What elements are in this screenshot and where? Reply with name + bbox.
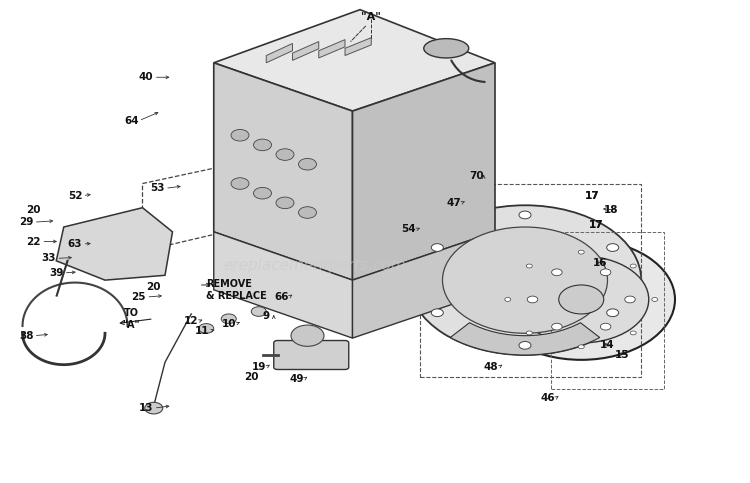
Polygon shape: [352, 232, 495, 338]
Circle shape: [145, 402, 163, 414]
Bar: [420, 184, 641, 377]
Circle shape: [221, 314, 236, 324]
Text: 64: 64: [124, 116, 139, 126]
Text: 39: 39: [49, 268, 64, 278]
Circle shape: [431, 243, 443, 252]
Circle shape: [625, 296, 635, 303]
Text: 40: 40: [139, 72, 154, 82]
Text: 10: 10: [221, 319, 236, 328]
Circle shape: [276, 149, 294, 160]
Text: 19: 19: [251, 362, 266, 372]
Text: 11: 11: [195, 326, 210, 336]
Polygon shape: [319, 40, 345, 58]
Circle shape: [578, 345, 584, 349]
Text: ereplacementparts.com: ereplacementparts.com: [224, 258, 406, 273]
Text: 22: 22: [26, 237, 41, 246]
Text: 33: 33: [41, 254, 56, 263]
Wedge shape: [450, 323, 600, 355]
Text: TO
"A": TO "A": [122, 308, 140, 329]
Text: 63: 63: [68, 239, 82, 249]
Text: 38: 38: [19, 331, 34, 341]
Circle shape: [514, 256, 649, 343]
Circle shape: [231, 129, 249, 141]
Text: 52: 52: [68, 191, 82, 200]
Text: 46: 46: [540, 394, 555, 403]
Text: 47: 47: [446, 198, 461, 208]
Text: 20: 20: [244, 372, 259, 382]
Circle shape: [505, 298, 511, 301]
Circle shape: [298, 158, 316, 170]
Text: 54: 54: [401, 225, 416, 234]
Text: 18: 18: [604, 205, 619, 215]
Text: 25: 25: [131, 292, 146, 302]
Text: 17: 17: [589, 220, 604, 229]
Text: 17: 17: [589, 220, 604, 229]
Text: 13: 13: [139, 403, 154, 413]
Ellipse shape: [424, 39, 469, 58]
Circle shape: [254, 139, 272, 151]
Circle shape: [630, 331, 636, 335]
Polygon shape: [266, 43, 292, 63]
Polygon shape: [56, 208, 172, 280]
Circle shape: [276, 197, 294, 209]
Circle shape: [551, 323, 562, 330]
Circle shape: [254, 187, 272, 199]
Circle shape: [526, 264, 532, 268]
Text: 49: 49: [289, 374, 304, 384]
Circle shape: [199, 324, 214, 333]
Text: 16: 16: [592, 258, 608, 268]
Circle shape: [652, 298, 658, 301]
FancyBboxPatch shape: [274, 341, 349, 369]
Text: "A": "A": [362, 12, 381, 22]
Circle shape: [526, 331, 532, 335]
Circle shape: [607, 309, 619, 317]
Text: 17: 17: [585, 191, 600, 200]
Text: 66: 66: [274, 292, 289, 302]
Circle shape: [600, 269, 610, 276]
Text: 20: 20: [146, 283, 161, 292]
Circle shape: [607, 243, 619, 252]
Polygon shape: [214, 232, 352, 338]
Circle shape: [519, 341, 531, 349]
Circle shape: [600, 323, 610, 330]
Circle shape: [488, 239, 675, 360]
Circle shape: [578, 250, 584, 254]
Text: 20: 20: [26, 205, 41, 215]
Circle shape: [251, 307, 266, 316]
Circle shape: [551, 269, 562, 276]
Text: REMOVE
& REPLACE: REMOVE & REPLACE: [206, 279, 267, 300]
Text: 12: 12: [184, 316, 199, 326]
Text: 48: 48: [484, 362, 499, 372]
Circle shape: [431, 309, 443, 317]
Bar: [551, 232, 664, 389]
Circle shape: [442, 227, 608, 333]
Circle shape: [291, 325, 324, 346]
Circle shape: [630, 264, 636, 268]
Polygon shape: [352, 63, 495, 280]
Text: 14: 14: [600, 341, 615, 350]
Circle shape: [409, 205, 641, 355]
Text: 17: 17: [585, 191, 600, 200]
Circle shape: [519, 211, 531, 219]
Circle shape: [559, 285, 604, 314]
Polygon shape: [214, 10, 495, 111]
Circle shape: [527, 296, 538, 303]
Polygon shape: [214, 63, 352, 280]
Polygon shape: [292, 42, 319, 60]
Text: 29: 29: [19, 217, 34, 227]
Text: 53: 53: [150, 184, 165, 193]
Text: 9: 9: [262, 312, 270, 321]
Text: 15: 15: [615, 350, 630, 360]
Circle shape: [298, 207, 316, 218]
Circle shape: [231, 178, 249, 189]
Text: 70: 70: [469, 171, 484, 181]
Polygon shape: [345, 38, 371, 56]
